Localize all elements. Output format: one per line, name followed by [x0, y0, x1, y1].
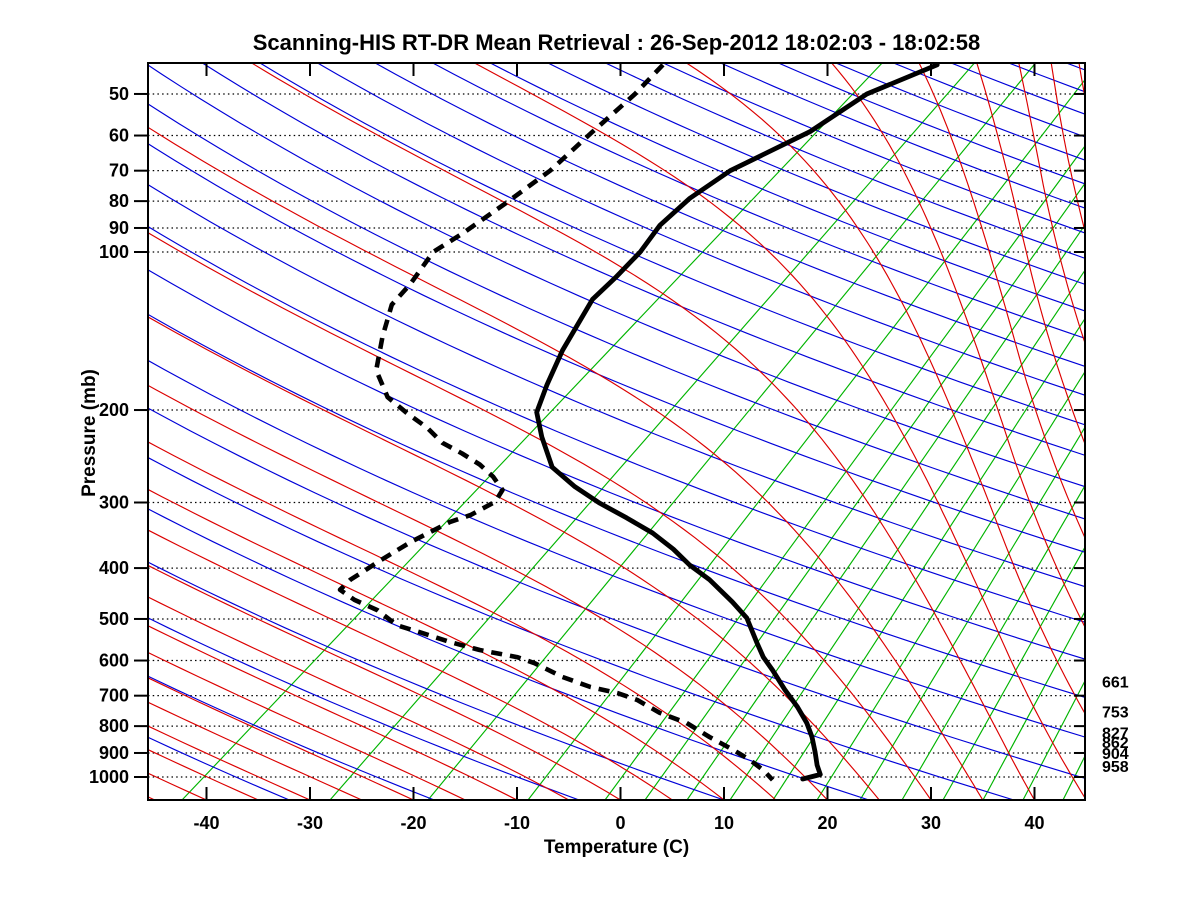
x-tick-label: 10: [714, 813, 734, 833]
x-tick-label: -10: [504, 813, 530, 833]
y-tick-labels: 50 60 70 80 90 100 200 300 400 500 600 700 800 900 100…: [89, 84, 129, 787]
x-tick-labels: -40 -30 -20 -10 0 10 20 30 40: [193, 813, 1044, 833]
y-tick-label: 600: [99, 651, 129, 671]
y-tick-label: 400: [99, 558, 129, 578]
y-tick-label: 100: [99, 242, 129, 262]
axis-ticks: [134, 63, 1085, 800]
x-tick-label: -30: [297, 813, 323, 833]
x-tick-label: 40: [1024, 813, 1044, 833]
y-tick-label: 800: [99, 716, 129, 736]
chart-title: Scanning-HIS RT-DR Mean Retrieval : 26-S…: [252, 30, 981, 55]
pressure-level-annotation: 827: [1102, 726, 1129, 743]
pressure-gridlines: [148, 93, 1085, 778]
y-tick-label: 70: [109, 161, 129, 181]
x-tick-label: -40: [193, 813, 219, 833]
y-tick-label: 900: [99, 743, 129, 763]
x-tick-label: -20: [400, 813, 426, 833]
pressure-level-annotation: 661: [1102, 675, 1129, 692]
x-tick-label: 30: [921, 813, 941, 833]
y-tick-label: 60: [109, 126, 129, 146]
isotherm-lines: [181, 63, 1085, 800]
dry-adiabat-lines: [148, 63, 1085, 800]
y-tick-label: 80: [109, 191, 129, 211]
pressure-level-annotation: 958: [1102, 759, 1129, 776]
plot-border: [147, 62, 1086, 801]
y-axis-title: Pressure (mb): [79, 369, 100, 497]
y-tick-label: 300: [99, 492, 129, 512]
y-tick-label: 700: [99, 686, 129, 706]
x-tick-label: 0: [615, 813, 625, 833]
y-tick-label: 90: [109, 218, 129, 238]
plot-clip-group: [148, 63, 1085, 800]
pressure-level-annotation: 753: [1102, 704, 1129, 721]
y-tick-label: 200: [99, 400, 129, 420]
y-tick-label: 1000: [89, 767, 129, 787]
y-tick-label: 500: [99, 609, 129, 629]
x-axis-title: Temperature (C): [543, 837, 690, 858]
x-tick-label: 20: [817, 813, 837, 833]
pressure-level-annotation: 904: [1102, 746, 1129, 763]
temperature-curve: [534, 63, 940, 782]
dewpoint-curve: [337, 63, 775, 782]
pressure-level-annotation: 862: [1102, 735, 1129, 752]
y-tick-label: 50: [109, 84, 129, 104]
